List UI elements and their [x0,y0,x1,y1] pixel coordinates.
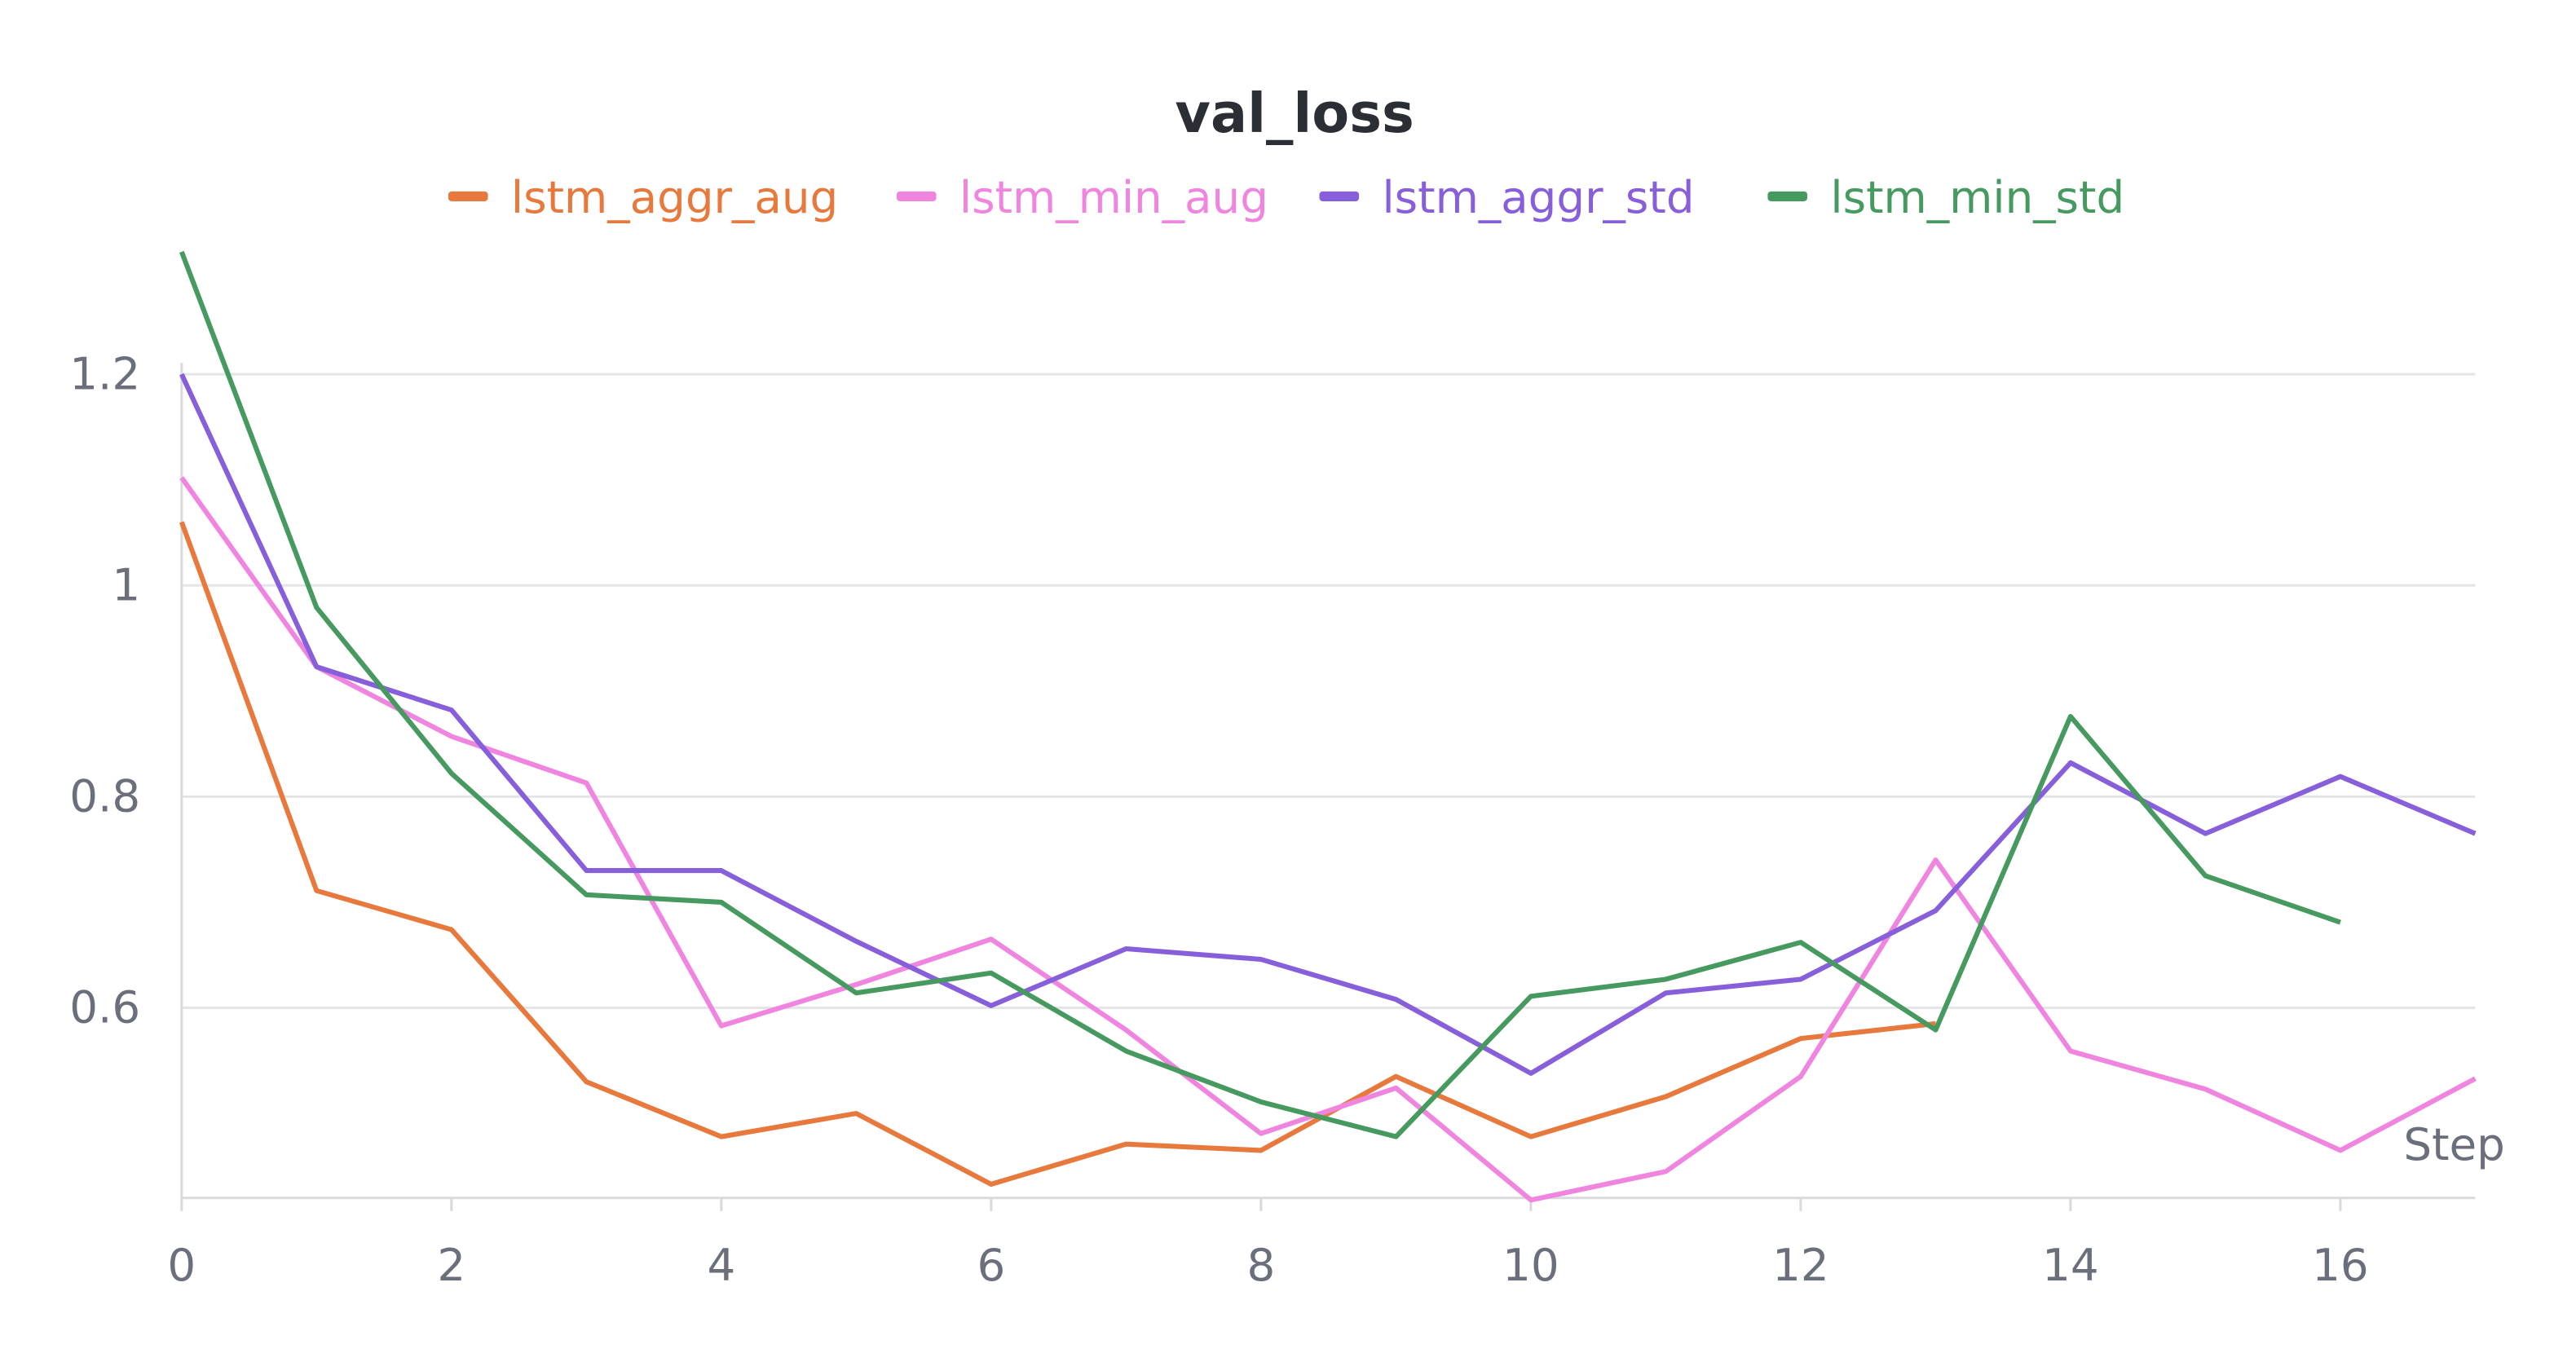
x-tick-label: 16 [2312,1239,2369,1291]
x-axis-label: Step [2403,1118,2504,1170]
legend: lstm_aggr_aug lstm_min_aug lstm_aggr_std ls… [448,171,2124,223]
series-line-lstm_aggr_aug [179,521,1936,1187]
legend-swatch [1319,191,1360,201]
series-line-lstm_aggr_std [179,372,2477,1076]
y-tick-label: 1 [112,558,140,610]
x-tick-label: 6 [977,1239,1005,1291]
series-lines [179,250,2477,1203]
series-line-lstm_min_aug [179,476,2477,1203]
legend-item: lstm_aggr_aug [511,171,838,223]
legend-swatch [1767,191,1808,201]
legend-item: lstm_min_aug [959,171,1268,223]
series-line-lstm_min_std [179,250,2341,1139]
grid [181,372,2476,1010]
y-tick-label: 0.6 [69,981,140,1033]
y-tick-label: 0.8 [69,770,140,822]
axes: 0.6 0.8 1 1.2 0 2 4 6 8 10 12 14 16 [69,347,2476,1291]
x-tick-label: 8 [1246,1239,1275,1291]
x-tick-label: 2 [437,1239,465,1291]
x-tick-label: 0 [167,1239,196,1291]
x-tick-label: 10 [1502,1239,1559,1291]
x-tick-label: 14 [2042,1239,2099,1291]
x-tick-label: 12 [1772,1239,1829,1291]
legend-swatch [896,191,937,201]
x-tick-label: 4 [707,1239,735,1291]
chart-title: val_loss [1175,82,1414,145]
legend-swatch [448,191,488,201]
legend-item: lstm_aggr_std [1382,171,1694,223]
y-tick-label: 1.2 [69,347,140,399]
legend-item: lstm_min_std [1830,171,2124,223]
